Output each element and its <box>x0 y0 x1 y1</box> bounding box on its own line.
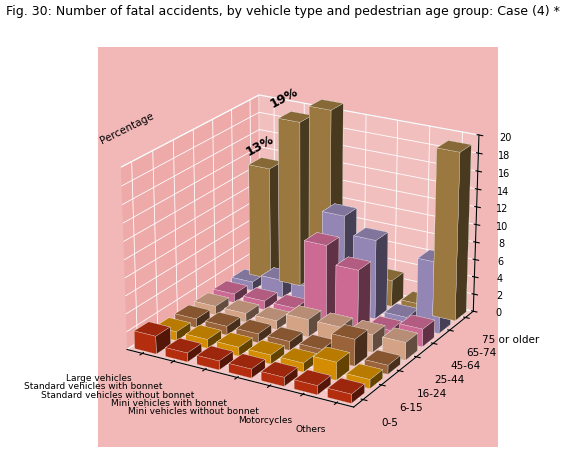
Text: Fig. 30: Number of fatal accidents, by vehicle type and pedestrian age group: Ca: Fig. 30: Number of fatal accidents, by v… <box>6 5 560 18</box>
